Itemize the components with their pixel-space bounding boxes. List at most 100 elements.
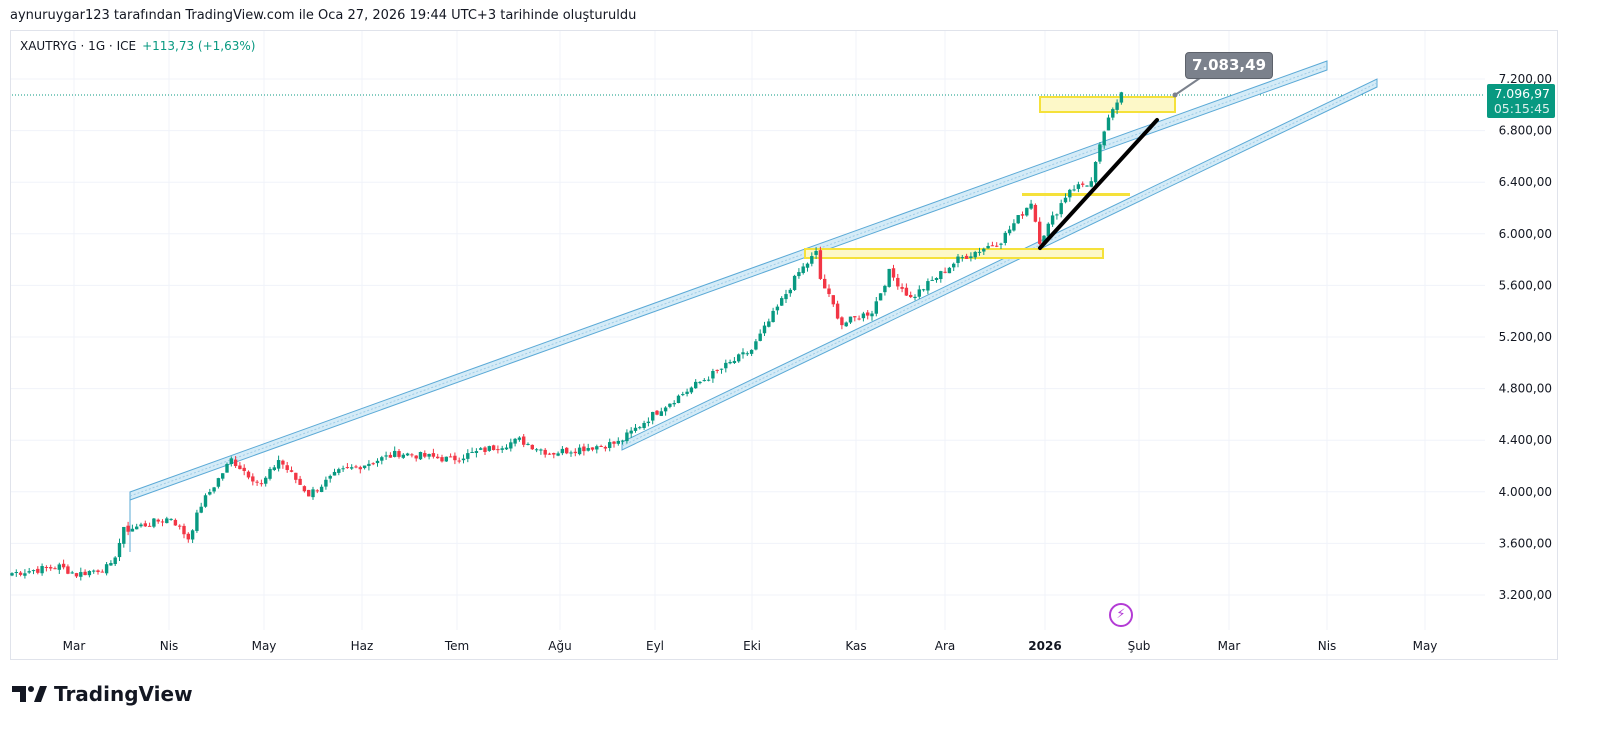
price-tick-label: 6.400,00	[1499, 175, 1552, 189]
candle	[577, 444, 582, 456]
candle	[337, 467, 341, 476]
lightning-icon[interactable]: ⚡	[1109, 603, 1133, 627]
note-pointer	[1174, 77, 1201, 96]
price-tick-label: 4.400,00	[1499, 433, 1552, 447]
candle	[212, 486, 216, 494]
candle	[221, 473, 225, 481]
candle	[448, 453, 453, 458]
candle	[354, 464, 358, 469]
chart-frame[interactable]	[10, 30, 1558, 660]
upper-channel-line[interactable]	[129, 60, 1328, 552]
candle	[49, 564, 53, 571]
symbol-label[interactable]: XAUTRYG · 1G · ICE	[20, 39, 137, 53]
candle	[711, 368, 715, 383]
candle	[913, 294, 917, 301]
price-change: +113,73 (+1,63%)	[142, 39, 256, 53]
price-note-label[interactable]: 7.083,49	[1185, 52, 1273, 79]
candle	[57, 562, 61, 574]
candle	[298, 475, 302, 485]
candle	[573, 448, 577, 457]
candle	[827, 284, 831, 298]
candle	[513, 437, 517, 447]
time-tick-label: Nis	[160, 639, 179, 653]
brand-name: TradingView	[54, 682, 193, 706]
candle	[324, 476, 328, 490]
candle	[698, 380, 702, 385]
candle	[500, 445, 504, 453]
candle	[904, 283, 909, 296]
candle	[1102, 130, 1106, 149]
candle	[40, 563, 44, 576]
candle	[358, 465, 362, 474]
candle	[909, 291, 913, 299]
candle	[612, 440, 616, 448]
support-zone-box[interactable]	[804, 248, 1104, 259]
candle	[1076, 181, 1081, 193]
candle	[814, 247, 818, 259]
candle	[238, 462, 242, 470]
candle	[216, 477, 221, 489]
candle	[848, 316, 853, 325]
drawings	[129, 60, 1378, 552]
candle	[792, 274, 797, 291]
candle	[18, 570, 23, 577]
candle	[999, 242, 1003, 250]
candle	[780, 296, 784, 306]
candle	[440, 454, 444, 463]
candle	[104, 561, 109, 576]
candle	[964, 253, 969, 260]
candle	[1072, 185, 1076, 192]
lower-channel-line[interactable]	[621, 78, 1378, 451]
target-zone-box[interactable]	[1039, 96, 1176, 113]
candle	[10, 572, 14, 577]
candle	[582, 443, 586, 456]
candle	[384, 451, 388, 460]
candle	[457, 457, 461, 464]
candle	[27, 567, 31, 574]
candle	[526, 442, 530, 446]
time-tick-label: Ağu	[548, 639, 571, 653]
candle	[831, 295, 835, 307]
candle	[79, 567, 83, 581]
candle	[195, 509, 199, 533]
candle	[599, 444, 603, 447]
candle	[784, 289, 788, 304]
candle	[608, 438, 612, 452]
candle	[857, 315, 861, 321]
candle	[590, 447, 595, 452]
candle	[762, 321, 767, 336]
attribution-text: aynuruygar123 tarafından TradingView.com…	[10, 8, 637, 23]
candle	[840, 316, 844, 330]
candle	[633, 424, 638, 433]
candle	[801, 263, 805, 275]
tradingview-logo[interactable]: TradingView	[12, 682, 193, 706]
resistance-zone-line[interactable]	[1022, 193, 1130, 196]
candle	[272, 465, 276, 472]
candle	[208, 488, 212, 496]
candle	[436, 453, 440, 459]
candle	[934, 277, 939, 283]
candle	[569, 450, 573, 457]
candle	[663, 406, 668, 416]
candle	[1063, 193, 1068, 204]
candle	[706, 376, 711, 382]
candle	[539, 448, 543, 455]
trend-line[interactable]	[1038, 118, 1159, 250]
note-anchor	[1172, 92, 1178, 98]
time-tick-label: Şub	[1128, 639, 1151, 653]
candle	[173, 518, 178, 526]
candle	[156, 518, 160, 524]
candle	[483, 446, 487, 455]
candle	[522, 434, 526, 448]
candle	[479, 447, 483, 451]
candle	[1012, 219, 1016, 232]
candle	[53, 566, 57, 570]
candle	[921, 288, 926, 292]
candle	[453, 452, 457, 465]
candle	[444, 456, 448, 462]
candle	[1020, 211, 1025, 219]
candle	[83, 569, 87, 576]
candle	[973, 250, 977, 260]
tradingview-logo-icon	[12, 686, 47, 702]
